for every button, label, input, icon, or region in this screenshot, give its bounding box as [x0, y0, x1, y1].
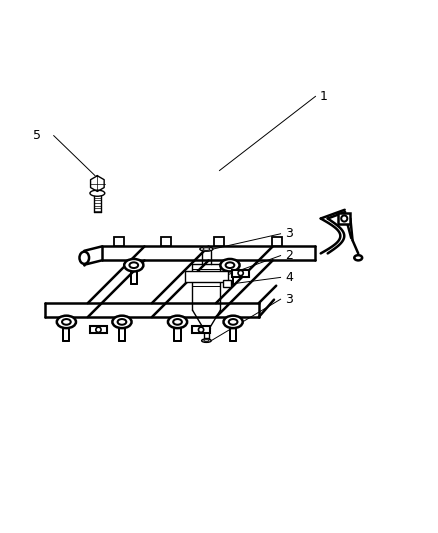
Circle shape	[198, 327, 203, 333]
Circle shape	[95, 327, 101, 333]
Ellipse shape	[201, 339, 211, 342]
Text: 5: 5	[32, 129, 41, 142]
Bar	[89, 326, 107, 333]
Text: 1: 1	[319, 90, 327, 103]
Text: 3: 3	[284, 293, 292, 306]
Circle shape	[237, 270, 243, 276]
Ellipse shape	[228, 319, 237, 325]
Bar	[337, 213, 350, 224]
Bar	[222, 280, 231, 287]
Ellipse shape	[62, 319, 71, 325]
Bar	[231, 270, 249, 277]
Circle shape	[340, 215, 346, 222]
Ellipse shape	[173, 319, 181, 325]
Bar	[114, 237, 124, 246]
Polygon shape	[90, 176, 104, 191]
Ellipse shape	[168, 316, 187, 328]
Bar	[184, 271, 228, 282]
Ellipse shape	[199, 247, 212, 251]
Ellipse shape	[220, 259, 239, 271]
Text: 4: 4	[284, 271, 292, 284]
Text: 2: 2	[284, 249, 292, 262]
Ellipse shape	[112, 316, 131, 328]
Ellipse shape	[223, 316, 242, 328]
Ellipse shape	[353, 255, 361, 261]
Bar	[214, 237, 223, 246]
Ellipse shape	[79, 252, 89, 264]
Ellipse shape	[129, 262, 138, 268]
Ellipse shape	[90, 190, 105, 196]
Text: 3: 3	[284, 227, 292, 240]
Ellipse shape	[117, 319, 126, 325]
Bar	[192, 326, 209, 333]
Bar	[272, 237, 281, 246]
Ellipse shape	[124, 259, 143, 271]
Ellipse shape	[57, 316, 76, 328]
Ellipse shape	[225, 262, 234, 268]
Bar	[161, 237, 170, 246]
